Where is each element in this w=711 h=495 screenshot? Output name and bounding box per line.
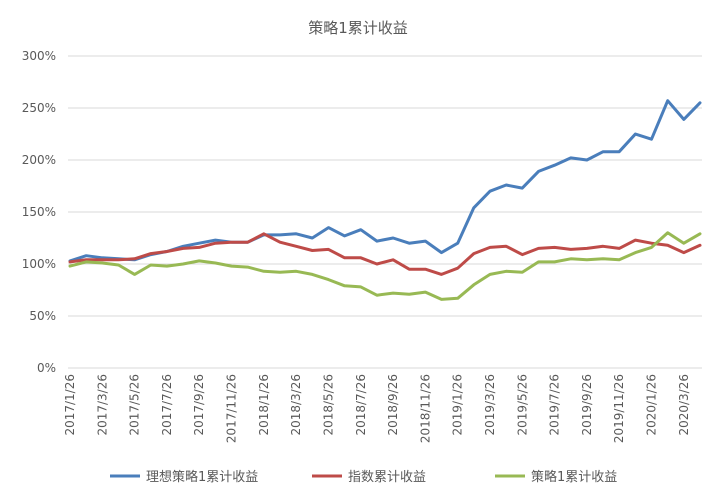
series-line-3 [68, 231, 702, 301]
y-tick-label: 250% [22, 101, 56, 115]
x-tick-label: 2018/1/26 [257, 374, 271, 436]
x-tick-label: 2018/7/26 [354, 374, 368, 436]
y-tick-label: 300% [22, 49, 56, 63]
legend-label: 指数累计收益 [348, 470, 426, 485]
series-lines [68, 99, 702, 301]
x-tick-label: 2019/7/26 [548, 374, 562, 436]
chart-title: 策略1累计收益 [308, 19, 408, 37]
x-tick-label: 2019/11/26 [612, 374, 626, 443]
x-tick-label: 2020/3/26 [677, 374, 691, 436]
x-tick-label: 2017/3/26 [95, 374, 109, 436]
x-tick-label: 2018/3/26 [289, 374, 303, 436]
x-tick-label: 2017/9/26 [192, 374, 206, 436]
x-tick-label: 2019/5/26 [515, 374, 529, 436]
x-tick-label: 2019/3/26 [483, 374, 497, 436]
grid-lines [68, 55, 702, 369]
x-tick-label: 2019/9/26 [580, 374, 594, 436]
x-tick-label: 2017/7/26 [160, 374, 174, 436]
x-tick-label: 2019/1/26 [451, 374, 465, 436]
y-axis-ticks: 0% 50% 100% 150% 200% 250% 300% [22, 49, 56, 375]
series-line-2 [68, 232, 702, 276]
x-tick-label: 2017/1/26 [63, 374, 77, 436]
x-tick-label: 2018/5/26 [321, 374, 335, 436]
legend-label: 理想策略1累计收益 [146, 469, 258, 485]
x-axis-ticks: 2017/1/26 2017/3/26 2017/5/26 2017/7/26 2017… [63, 374, 691, 443]
x-tick-label: 2018/9/26 [386, 374, 400, 436]
x-tick-label: 2018/11/26 [418, 374, 432, 443]
y-tick-label: 50% [29, 309, 56, 323]
x-tick-label: 2017/5/26 [128, 374, 142, 436]
series-line-1 [68, 99, 702, 263]
legend: 理想策略1累计收益 指数累计收益 策略1累计收益 [110, 469, 617, 485]
y-tick-label: 200% [22, 153, 56, 167]
legend-label: 策略1累计收益 [531, 469, 617, 485]
x-tick-label: 2017/11/26 [225, 374, 239, 443]
x-tick-label: 2020/1/26 [645, 374, 659, 436]
y-tick-label: 0% [37, 361, 56, 375]
y-tick-label: 150% [22, 205, 56, 219]
y-tick-label: 100% [22, 257, 56, 271]
